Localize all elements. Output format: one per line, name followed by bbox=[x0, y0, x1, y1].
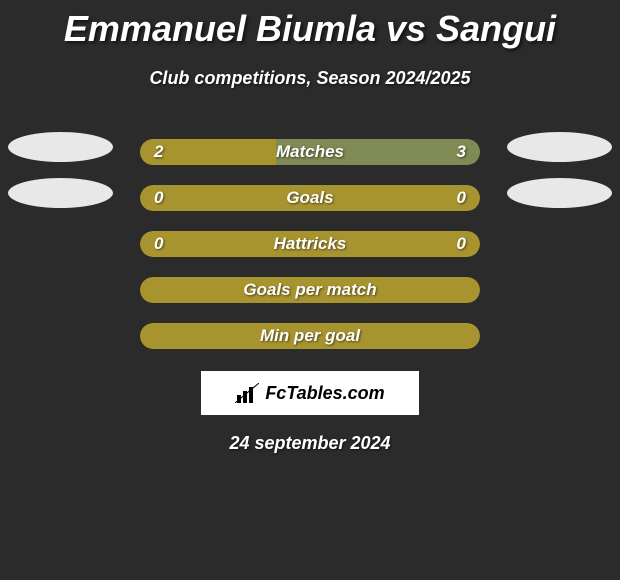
stat-value-left: 2 bbox=[154, 139, 163, 165]
stat-bar: Hattricks0 0 bbox=[140, 231, 480, 257]
stat-label: Min per goal bbox=[140, 323, 480, 349]
stat-bar: Goals per match bbox=[140, 277, 480, 303]
snapshot-date: 24 september 2024 bbox=[0, 433, 620, 454]
stat-row-matches: Matches2 3 bbox=[0, 129, 620, 175]
stat-bar: Matches2 3 bbox=[140, 139, 480, 165]
bar-chart-icon bbox=[235, 383, 259, 403]
stat-label: Hattricks bbox=[140, 231, 480, 257]
stat-label: Matches bbox=[140, 139, 480, 165]
stat-label: Goals per match bbox=[140, 277, 480, 303]
stat-value-right: 3 bbox=[457, 139, 466, 165]
fctables-logo: FcTables.com bbox=[201, 371, 419, 415]
stat-value-left: 0 bbox=[154, 231, 163, 257]
stats-stage: Matches23Goals00Hattricks00Goals per mat… bbox=[0, 129, 620, 359]
stat-value-left: 0 bbox=[154, 185, 163, 211]
stat-value-right: 0 bbox=[457, 231, 466, 257]
stat-bar: Goals0 0 bbox=[140, 185, 480, 211]
stat-row-hattricks: Hattricks0 0 bbox=[0, 221, 620, 267]
stat-row-goals-per-match: Goals per match bbox=[0, 267, 620, 313]
comparison-subtitle: Club competitions, Season 2024/2025 bbox=[0, 68, 620, 89]
stat-row-min-per-goal: Min per goal bbox=[0, 313, 620, 359]
stat-label: Goals bbox=[140, 185, 480, 211]
stat-value-right: 0 bbox=[457, 185, 466, 211]
logo-text: FcTables.com bbox=[265, 383, 384, 404]
stat-bar: Min per goal bbox=[140, 323, 480, 349]
stat-row-goals: Goals0 0 bbox=[0, 175, 620, 221]
comparison-title: Emmanuel Biumla vs Sangui bbox=[0, 0, 620, 50]
